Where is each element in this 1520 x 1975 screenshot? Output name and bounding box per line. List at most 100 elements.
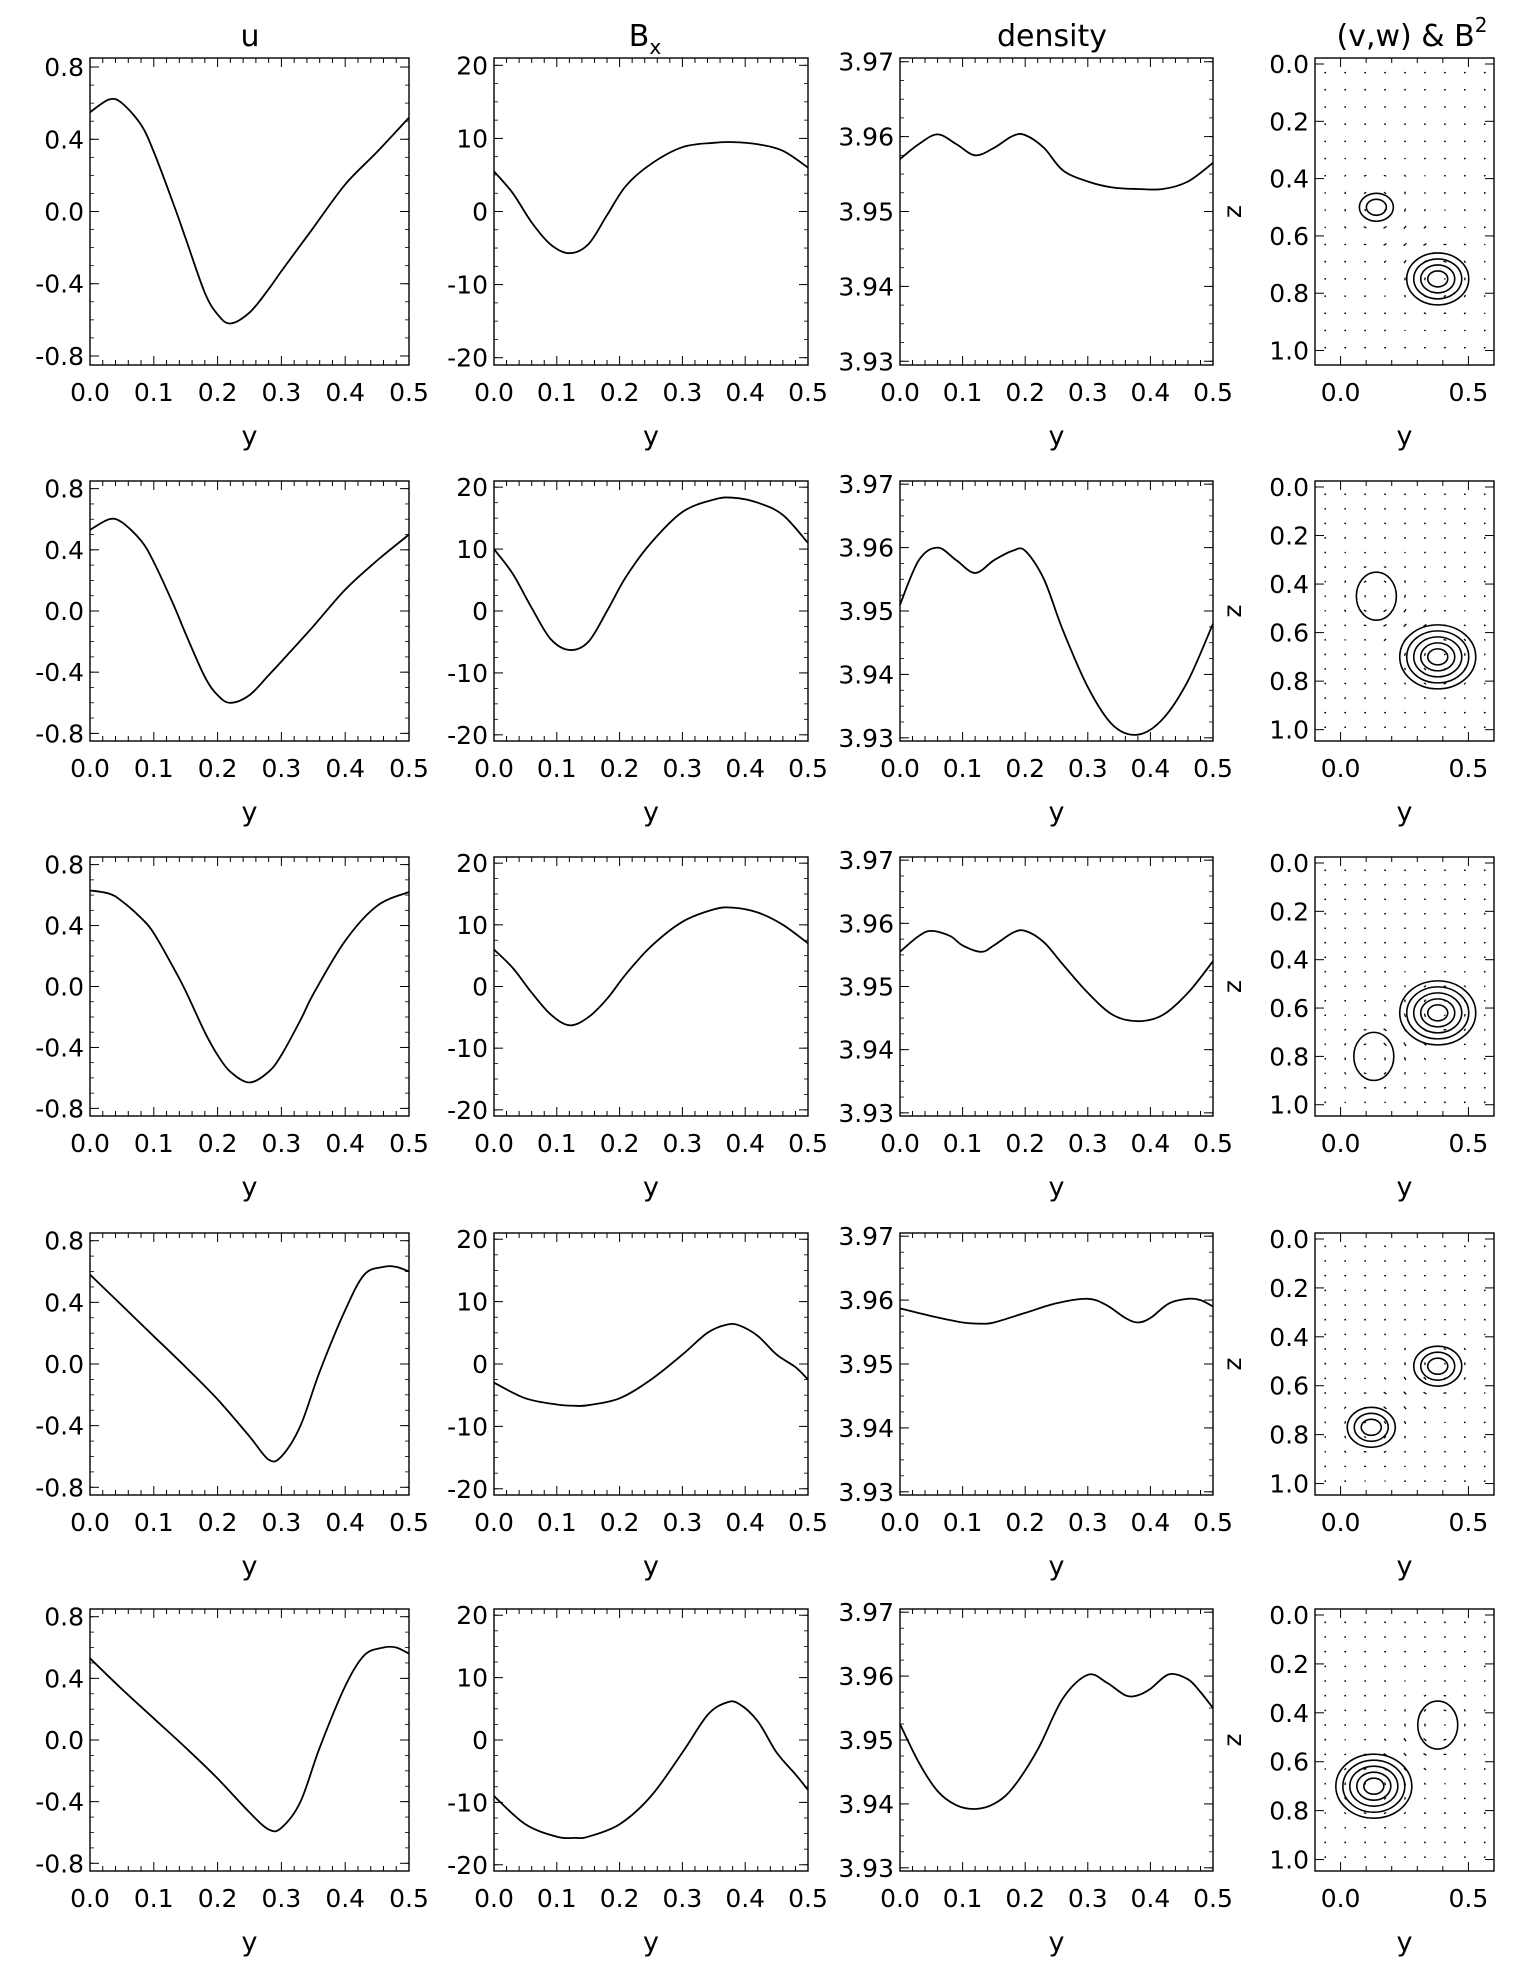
vector-arrow <box>1423 1057 1427 1061</box>
vector-point <box>1483 522 1486 525</box>
x-tick-label: 0.0 <box>70 1129 110 1158</box>
vector-point <box>1444 1245 1446 1248</box>
vector-point <box>1483 595 1486 598</box>
vector-arrow <box>1483 312 1486 315</box>
vector-point <box>1463 71 1466 74</box>
y-tick-label: 3.96 <box>838 909 894 938</box>
vector-arrow <box>1443 1057 1446 1060</box>
vector-point <box>1344 1377 1347 1380</box>
y-tick-label: 0.0 <box>44 198 84 227</box>
vector-arrow <box>1463 1738 1467 1742</box>
vector-arrow <box>1403 242 1407 247</box>
vector-point <box>1384 88 1386 91</box>
vector-point <box>1483 1768 1486 1770</box>
b2-contour <box>1356 1771 1392 1801</box>
vector-point <box>1364 1304 1367 1306</box>
vector-arrow <box>1443 1014 1446 1017</box>
vector-point <box>1444 1636 1446 1638</box>
panel-frame <box>1314 856 1495 1117</box>
vector-arrow <box>1363 1435 1367 1439</box>
vector-point <box>1344 1289 1347 1292</box>
vector-point <box>1463 1450 1466 1453</box>
vector-arrow <box>1383 225 1387 229</box>
vector-point <box>1463 595 1466 598</box>
vector-point <box>1364 1680 1367 1682</box>
vector-arrow <box>1363 1086 1367 1089</box>
y-tick-label: 0.4 <box>44 1664 84 1693</box>
vector-point <box>1344 1650 1347 1653</box>
y-tick-label: 10 <box>456 1664 488 1693</box>
vector-point <box>1463 1650 1466 1653</box>
panel-u-row-3: 0.0 0.1 0.2 0.3 0.4 0.5 0.8 0.4 0.0 -0.4 -0.8 y <box>35 851 429 1203</box>
vector-point <box>1344 1856 1347 1858</box>
y-tick-label: 0.8 <box>1269 279 1309 308</box>
x-tick-label: 0.0 <box>474 378 514 407</box>
vector-point <box>1344 970 1347 973</box>
vector-point <box>1424 566 1426 568</box>
b2-contour <box>1405 630 1470 684</box>
vector-point <box>1424 106 1426 108</box>
vector-point <box>1463 912 1466 915</box>
vector-point <box>1444 1812 1446 1814</box>
vector-point <box>1344 522 1347 525</box>
panel-vw-row-2: 0.0 0.5 0.0 0.2 0.4 0.6 0.8 1.0 z y <box>1218 473 1495 828</box>
vector-point <box>1364 869 1367 872</box>
vector-point <box>1324 243 1327 246</box>
vector-point <box>1444 1260 1446 1262</box>
vector-point <box>1364 1318 1367 1321</box>
vector-point <box>1463 507 1466 510</box>
vector-point <box>1444 883 1446 886</box>
panel-density-row-1: 0.0 0.1 0.2 0.3 0.4 0.5 3.97 3.96 3.95 3.94 3.93 y <box>838 48 1233 452</box>
x-tick-label: 0.2 <box>198 378 238 407</box>
vector-point <box>1424 711 1426 714</box>
vector-point <box>1364 522 1367 525</box>
vector-point <box>1324 1694 1327 1697</box>
vector-point <box>1344 537 1347 539</box>
vector-point <box>1404 537 1406 539</box>
vector-point <box>1483 1680 1486 1682</box>
vector-point <box>1444 1665 1446 1668</box>
x-axis-label: y <box>1397 1551 1413 1582</box>
vector-point <box>1463 726 1466 729</box>
y-tick-label: 0.4 <box>44 1288 84 1317</box>
vector-point <box>1344 329 1347 332</box>
vector-point <box>1483 927 1486 930</box>
vector-point <box>1404 1245 1406 1248</box>
y-tick-label: 0.2 <box>1269 1650 1309 1679</box>
y-tick-label: 0 <box>472 597 488 626</box>
vector-point <box>1364 1621 1367 1624</box>
vector-arrow <box>1403 225 1407 230</box>
y-tick-label: 1.0 <box>1269 716 1309 745</box>
panel-frame <box>89 1608 410 1872</box>
vector-point <box>1483 697 1486 700</box>
vector-point <box>1404 1650 1406 1653</box>
x-tick-label: 0.1 <box>134 1884 174 1913</box>
vector-point <box>1324 1650 1327 1653</box>
vector-point <box>1404 1289 1406 1292</box>
b2-contour <box>1405 252 1470 306</box>
vector-point <box>1483 1245 1486 1248</box>
vector-arrow <box>1363 226 1367 229</box>
vector-point <box>1404 1318 1406 1321</box>
b2-contour <box>1426 270 1449 288</box>
vector-point <box>1463 1812 1466 1814</box>
vector-point <box>1344 507 1347 510</box>
vector-point <box>1424 140 1426 143</box>
vector-point <box>1324 638 1327 641</box>
y-tick-label: 0.4 <box>44 912 84 941</box>
panel-frame <box>493 480 809 742</box>
vector-point <box>1364 1362 1367 1365</box>
vector-arrow <box>1324 1768 1327 1770</box>
y-tick-label: 10 <box>456 535 488 564</box>
x-tick-label: 0.1 <box>537 754 577 783</box>
vector-point <box>1424 912 1426 915</box>
b2-contour <box>1412 992 1463 1034</box>
vector-point <box>1463 346 1466 349</box>
vector-point <box>1463 1856 1466 1858</box>
vector-arrow <box>1463 638 1467 642</box>
vector-point <box>1404 883 1406 886</box>
vector-point <box>1384 312 1386 315</box>
vector-point <box>1483 174 1486 177</box>
vector-point <box>1404 956 1406 959</box>
